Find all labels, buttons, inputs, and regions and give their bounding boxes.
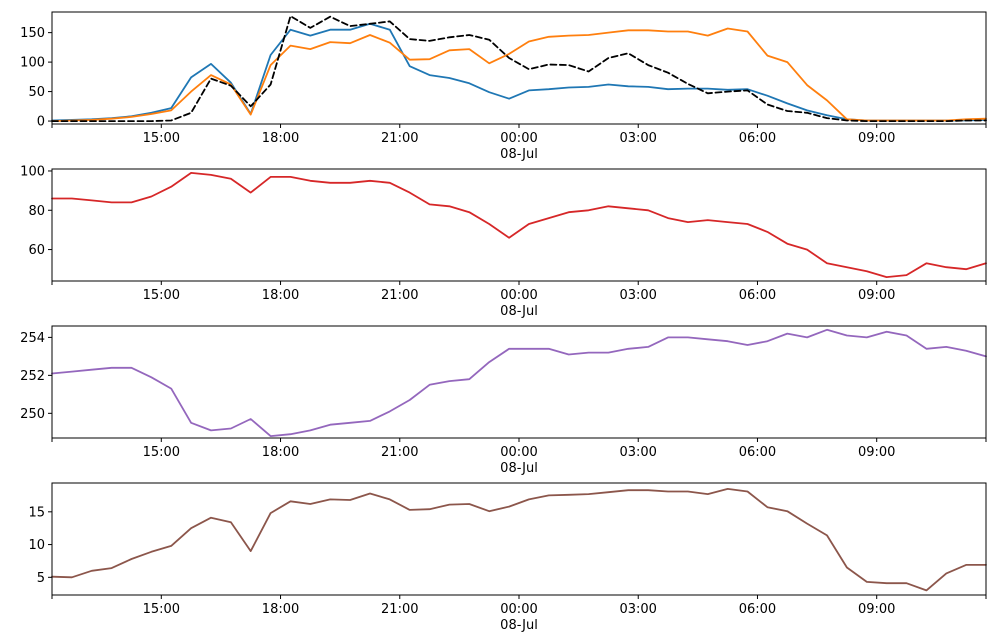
y-tick-label: 250	[20, 407, 45, 422]
series-line-3-0	[51, 487, 987, 592]
x-tick-label: 09:00	[858, 131, 895, 146]
x-tick-label: 03:00	[619, 131, 656, 146]
x-tick-label: 15:00	[143, 602, 180, 617]
x-date-label: 08-Jul	[500, 304, 538, 319]
x-tick-label: 15:00	[143, 445, 180, 460]
x-tick-label: 00:00	[500, 602, 537, 617]
y-tick-label: 150	[20, 26, 45, 41]
series-line-0-1	[51, 27, 987, 122]
x-tick-label: 18:00	[262, 288, 299, 303]
x-date-label: 08-Jul	[500, 618, 538, 633]
x-tick-label: 21:00	[381, 131, 418, 146]
series-line-0-2	[51, 15, 987, 122]
axes-frame	[51, 168, 987, 282]
y-tick-label: 5	[37, 571, 45, 586]
y-tick-label: 100	[20, 56, 45, 71]
x-tick-label: 09:00	[858, 445, 895, 460]
x-date-label: 08-Jul	[500, 461, 538, 476]
x-tick-label: 18:00	[262, 602, 299, 617]
series-line-0-0	[51, 22, 987, 122]
y-tick-label: 10	[28, 538, 45, 553]
y-tick-label: 252	[20, 369, 45, 384]
x-date-label: 08-Jul	[500, 147, 538, 162]
x-tick-label: 09:00	[858, 602, 895, 617]
x-tick-label: 00:00	[500, 288, 537, 303]
x-tick-label: 09:00	[858, 288, 895, 303]
axes-frame	[51, 482, 987, 596]
y-tick-label: 60	[28, 243, 45, 258]
axes-frame	[51, 11, 987, 125]
y-tick-label: 0	[37, 115, 45, 130]
x-tick-label: 15:00	[143, 131, 180, 146]
x-tick-label: 06:00	[739, 602, 776, 617]
x-tick-label: 21:00	[381, 445, 418, 460]
x-tick-label: 21:00	[381, 288, 418, 303]
x-tick-label: 03:00	[619, 288, 656, 303]
x-tick-label: 00:00	[500, 131, 537, 146]
x-tick-label: 18:00	[262, 131, 299, 146]
x-tick-label: 06:00	[739, 288, 776, 303]
y-tick-label: 100	[20, 164, 45, 179]
x-tick-label: 15:00	[143, 288, 180, 303]
x-tick-label: 21:00	[381, 602, 418, 617]
series-line-1-0	[51, 171, 987, 279]
y-tick-label: 50	[28, 85, 45, 100]
y-tick-label: 80	[28, 204, 45, 219]
x-tick-label: 18:00	[262, 445, 299, 460]
x-tick-label: 03:00	[619, 445, 656, 460]
y-tick-label: 254	[20, 331, 45, 346]
x-tick-label: 06:00	[739, 131, 776, 146]
series-line-2-0	[51, 328, 987, 438]
x-tick-label: 00:00	[500, 445, 537, 460]
axes-frame	[51, 325, 987, 439]
x-tick-label: 06:00	[739, 445, 776, 460]
x-tick-label: 03:00	[619, 602, 656, 617]
y-tick-label: 15	[28, 505, 45, 520]
